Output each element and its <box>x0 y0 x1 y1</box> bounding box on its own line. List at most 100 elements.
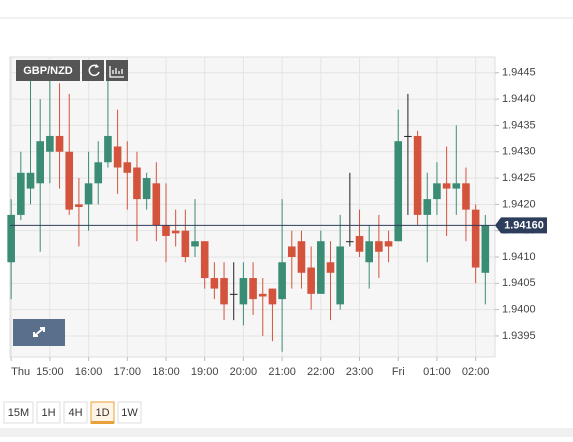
overlay: GBP/NZD <box>13 60 128 346</box>
timeframe-label: 4H <box>68 407 82 419</box>
candle-body <box>46 135 54 152</box>
plot-area <box>9 56 496 358</box>
candle-body <box>104 135 112 163</box>
timeframe-button[interactable] <box>3 401 34 424</box>
x-tick-label: 23:00 <box>346 366 374 378</box>
candle-body <box>481 225 490 273</box>
symbol-box <box>16 60 80 81</box>
refresh-icon <box>88 64 100 77</box>
indicator-button[interactable] <box>106 60 128 81</box>
candle-body <box>7 214 15 263</box>
timeframe-label: 15M <box>8 407 29 419</box>
candle-body <box>229 293 238 295</box>
x-tick-label: 19:00 <box>191 366 219 378</box>
candle-body <box>84 183 93 205</box>
candle-body <box>239 278 248 305</box>
x-tick-label: Fri <box>392 366 405 378</box>
timeframe-label: 1H <box>41 407 55 419</box>
x-tick-label: 20:00 <box>230 366 258 378</box>
candle-body <box>287 246 296 257</box>
candle-body <box>268 288 277 305</box>
candle-body <box>297 241 306 273</box>
y-tick-label: 1.9445 <box>502 67 536 79</box>
candle-body <box>336 246 344 305</box>
timeframe-button[interactable] <box>36 401 61 424</box>
candle-body <box>113 146 122 168</box>
refresh-arrow <box>95 64 99 68</box>
candle-body <box>326 262 335 273</box>
candle-body <box>433 183 441 200</box>
candle-body <box>133 167 141 200</box>
candles: 1.94160 <box>7 62 547 352</box>
y-tick-label: 1.9430 <box>502 146 536 158</box>
candle-body <box>462 183 470 210</box>
candle-body <box>452 183 461 189</box>
candle-body <box>413 135 422 215</box>
candle-body <box>162 225 170 236</box>
candle-body <box>123 162 132 173</box>
candle-body <box>404 135 412 137</box>
indicator-icon <box>109 66 124 78</box>
x-tick-label: 02:00 <box>462 366 490 378</box>
x-tick-label: 01:00 <box>423 366 451 378</box>
candle-body <box>200 241 209 279</box>
timeframe-label: 1D <box>95 407 109 419</box>
candle-body <box>375 241 383 252</box>
candle-body <box>75 204 83 207</box>
y-tick-label: 1.9395 <box>502 330 536 342</box>
candle-body <box>278 262 286 300</box>
x-tick-label: Thu <box>11 366 30 378</box>
y-tick-label: 1.9440 <box>502 93 536 105</box>
symbol-label: GBP/NZD <box>23 65 73 77</box>
last-price-label: 1.94160 <box>504 219 544 231</box>
candle-body <box>442 183 451 189</box>
candle-body <box>55 135 64 152</box>
candle-body <box>423 199 432 215</box>
candle-body <box>191 241 199 247</box>
y-tick-label: 1.9400 <box>502 304 536 316</box>
candle-body <box>258 293 267 297</box>
candle-body <box>36 141 44 184</box>
y-tick-label: 1.9425 <box>502 172 536 184</box>
candle-body <box>317 241 325 294</box>
candle-body <box>220 278 228 305</box>
last-price-tag <box>495 217 547 234</box>
candle-body <box>65 151 74 210</box>
timeframe-bar: 15M 1H 4H 1D 1W <box>3 401 142 424</box>
timeframe-button[interactable] <box>63 401 88 424</box>
y-tick-label: 1.9435 <box>502 119 536 131</box>
candle-body <box>471 209 480 268</box>
y-tick-label: 1.9405 <box>502 277 536 289</box>
x-tick-label: 18:00 <box>152 366 180 378</box>
candle-body <box>94 162 103 184</box>
x-tick-label: 16:00 <box>75 366 103 378</box>
timeframe-label: 1W <box>121 407 138 419</box>
x-tick-label: 22:00 <box>307 366 335 378</box>
candle-body <box>346 241 354 243</box>
x-tick-label: 15:00 <box>36 366 64 378</box>
y-tick-label: 1.9420 <box>502 198 536 210</box>
bottom-strip <box>0 428 573 437</box>
x-tick-label: 21:00 <box>268 366 296 378</box>
candle-body <box>152 183 161 226</box>
expand-icon <box>33 327 45 337</box>
candle-body <box>355 235 364 252</box>
candle-body <box>26 172 35 189</box>
candle-body <box>181 230 190 257</box>
y-tick-label: 1.9410 <box>502 251 536 263</box>
candle-body <box>307 267 315 294</box>
candle-body <box>384 241 393 247</box>
candle-body <box>210 278 219 289</box>
candle-body <box>394 141 403 242</box>
candle-body <box>171 230 180 234</box>
candle-body <box>17 172 25 215</box>
x-tick-label: 17:00 <box>114 366 142 378</box>
candle-body <box>365 241 374 263</box>
active-underline <box>91 421 114 424</box>
refresh-button[interactable] <box>82 60 104 81</box>
candle-body <box>249 278 257 300</box>
timeframe-button[interactable] <box>117 401 142 424</box>
candle-body <box>142 178 151 200</box>
